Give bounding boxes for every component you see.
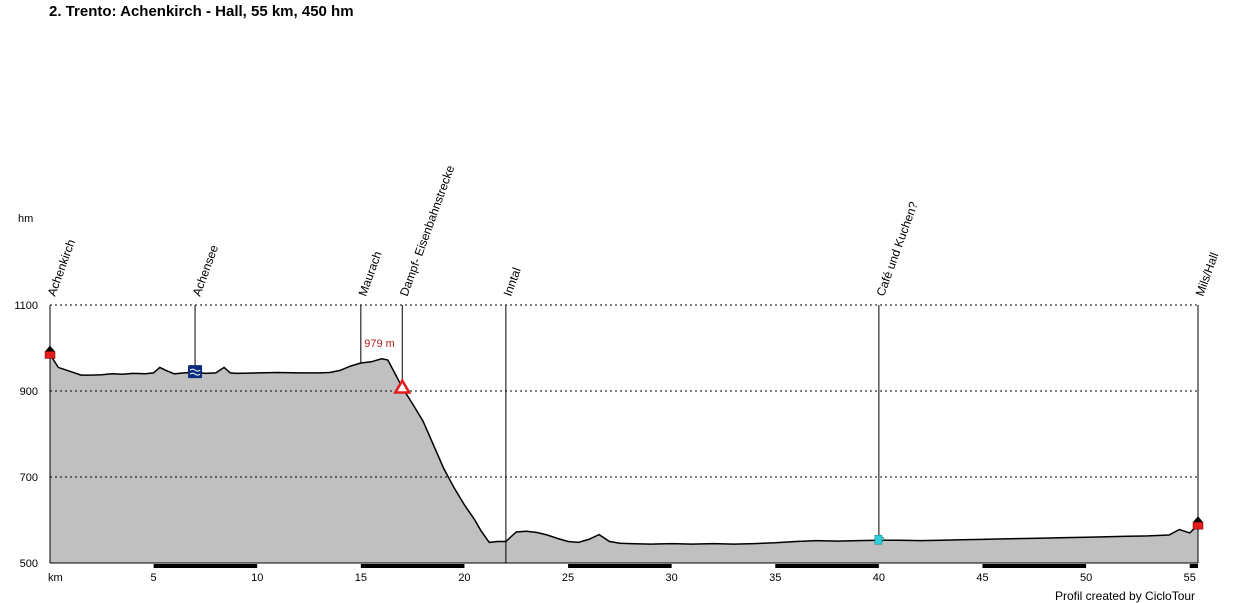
lake-wave-icon-1 (189, 368, 201, 376)
x-tick-label-50: 50 (1080, 572, 1092, 584)
peak-elevation-label: 979 m (364, 338, 395, 350)
footer-credit: Profil created by CicloTour (1055, 589, 1196, 603)
km-band-45 (982, 564, 1087, 568)
x-tick-label-20: 20 (458, 572, 470, 584)
waypoint-label-3: Dampf- Eisenbahnstrecke (397, 163, 457, 298)
home-icon-6 (1192, 521, 1204, 530)
profile-line (49, 353, 1199, 545)
x-tick-label-5: 5 (151, 572, 157, 584)
x-tick-label-35: 35 (769, 572, 781, 584)
x-tick-label-55: 55 (1184, 572, 1196, 584)
waypoint-label-5: Café und Kuchen? (874, 200, 921, 299)
lake-icon-1 (188, 365, 203, 379)
home-roof-icon-0 (45, 345, 55, 352)
x-tick-label-40: 40 (873, 572, 885, 584)
x-tick-label-15: 15 (355, 572, 367, 584)
km-band-35 (775, 564, 879, 568)
km-band-15 (360, 564, 465, 568)
cafe-cup-icon-5 (874, 534, 883, 545)
y-tick-label-1100: 1100 (14, 300, 38, 312)
home-roof-icon-6 (1193, 516, 1203, 523)
chart-title: 2. Trento: Achenkirch - Hall, 55 km, 450… (49, 3, 354, 20)
waypoint-label-2: Maurach (355, 249, 384, 298)
profile-area (50, 354, 1198, 563)
waypoint-label-1: Achensee (190, 243, 222, 298)
waypoint-label-4: Inntal (501, 266, 524, 298)
home-icon-0 (44, 351, 56, 359)
x-tick-label-30: 30 (666, 572, 678, 584)
waypoint-label-0: Achenkirch (45, 237, 78, 298)
x-axis-label: km (48, 572, 63, 584)
y-axis-label: hm (18, 213, 33, 225)
y-tick-label-700: 700 (20, 472, 38, 484)
y-tick-label-500: 500 (20, 558, 38, 570)
y-tick-label-900: 900 (20, 386, 38, 398)
warning-icon-3 (393, 378, 412, 394)
x-tick-label-45: 45 (976, 572, 988, 584)
x-tick-label-25: 25 (562, 572, 574, 584)
km-band-25 (568, 564, 672, 568)
km-band-5 (153, 564, 258, 568)
waypoint-label-6: Mils/Hall (1193, 251, 1222, 298)
cafe-handle-icon-5 (881, 536, 885, 542)
x-tick-label-10: 10 (251, 572, 263, 584)
km-band-55 (1189, 564, 1198, 568)
